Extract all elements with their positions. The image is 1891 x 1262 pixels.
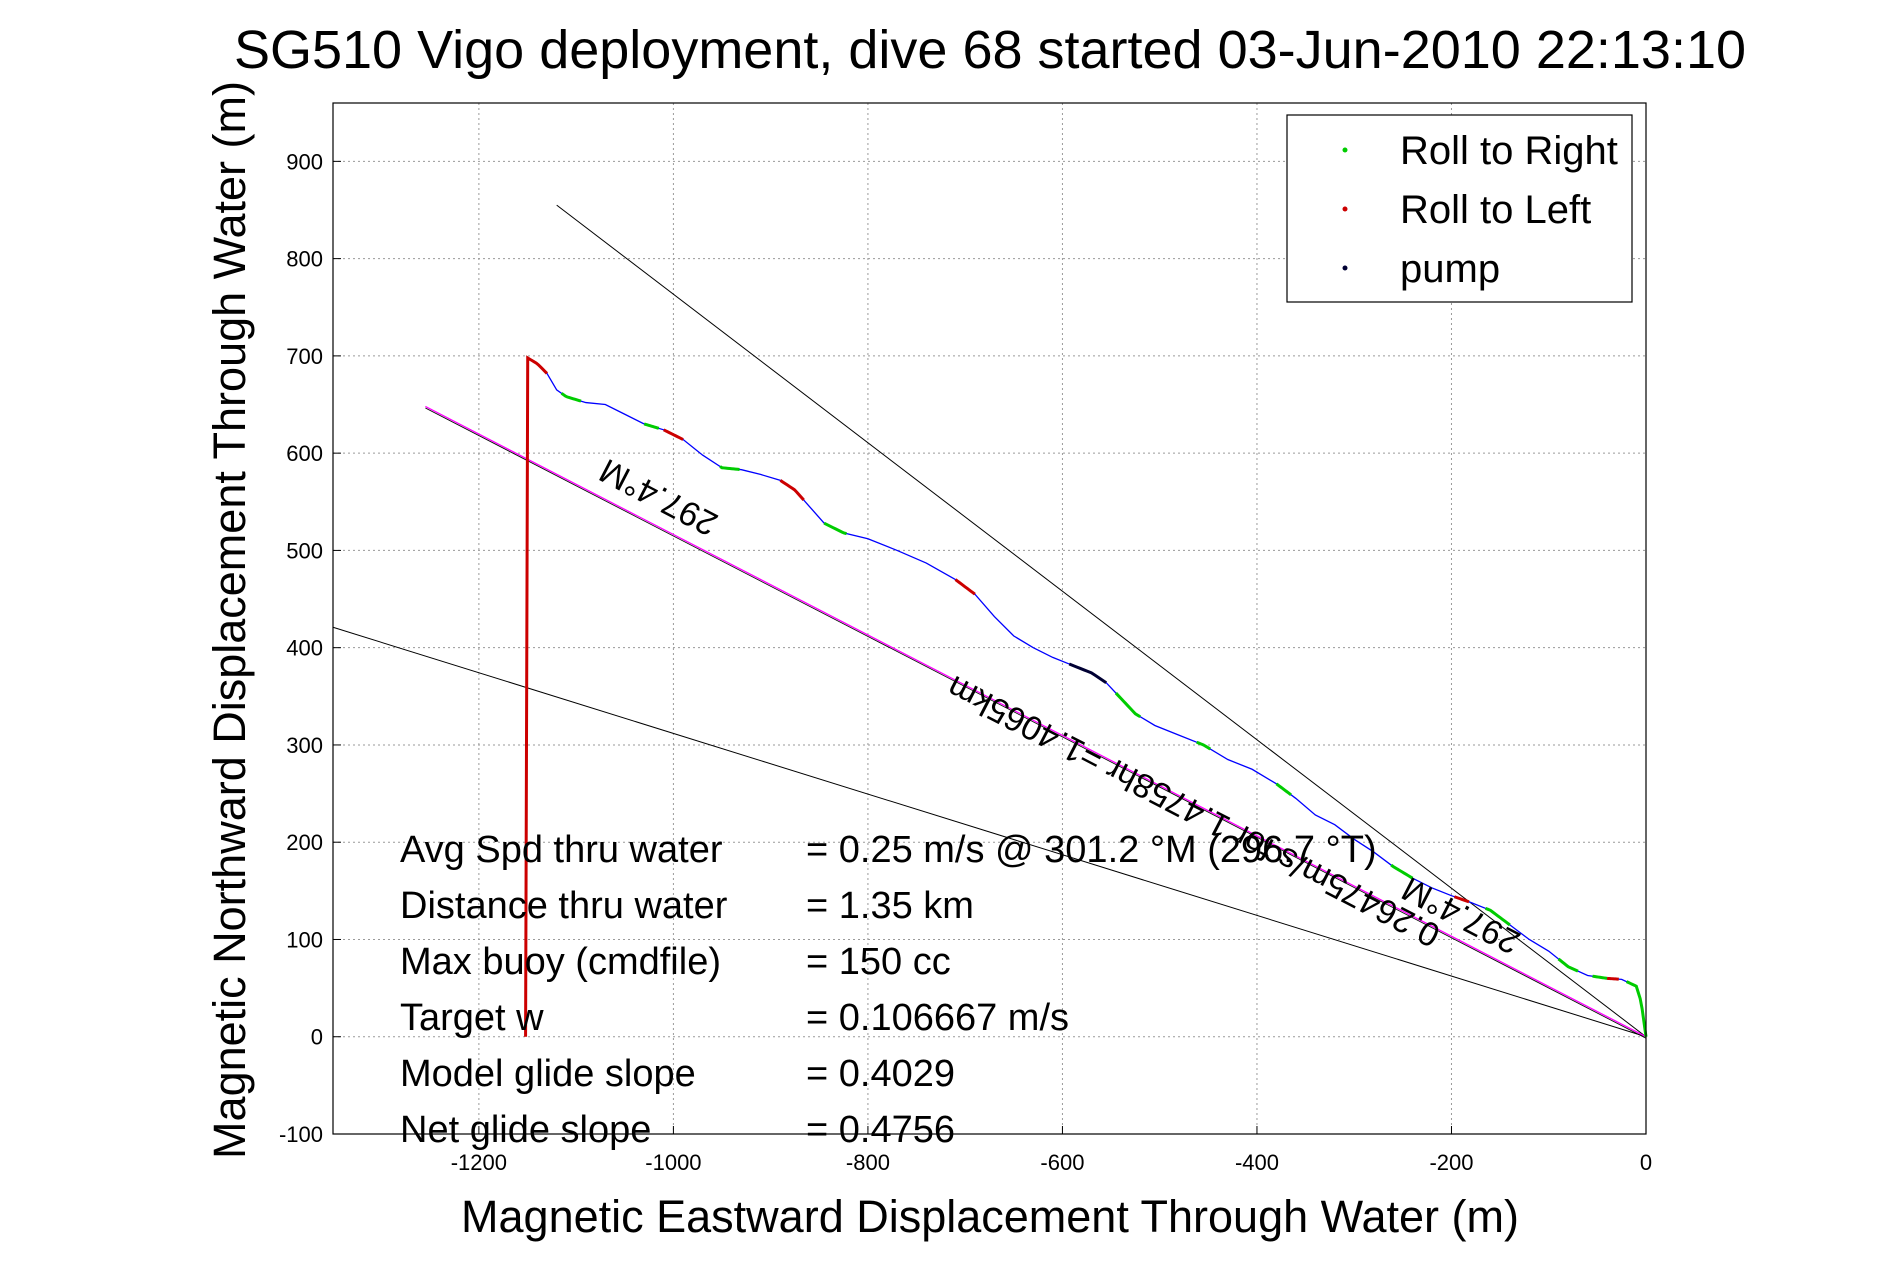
roll-left-segment bbox=[1453, 895, 1470, 904]
y-tick-labels: -100 0 100 200 300 400 500 600 700 800 900 bbox=[279, 149, 323, 1147]
reference-line bbox=[332, 626, 1647, 1038]
annotation-label: Avg Spd thru water bbox=[400, 829, 723, 871]
legend-label: Roll to Right bbox=[1400, 129, 1618, 173]
annotation-value: = 0.4756 bbox=[806, 1109, 955, 1151]
y-tick-label: 400 bbox=[286, 636, 323, 661]
y-tick-label: 500 bbox=[286, 538, 323, 563]
plot-frame bbox=[332, 102, 1647, 1135]
y-tick-label: 600 bbox=[286, 441, 323, 466]
roll-right-segment bbox=[560, 392, 582, 403]
reference-line bbox=[556, 204, 1647, 1038]
legend-label: Roll to Left bbox=[1400, 188, 1591, 232]
legend-marker bbox=[1342, 265, 1348, 271]
annotation-block: Avg Spd thru water = 0.25 m/s @ 301.2 °M … bbox=[400, 829, 1377, 1151]
heading-line-magenta bbox=[425, 405, 1647, 1038]
legend: Roll to Right Roll to Left pump bbox=[1286, 114, 1633, 303]
legend-marker bbox=[1342, 206, 1348, 212]
roll-right-segment bbox=[1390, 863, 1414, 880]
y-tick-label: 700 bbox=[286, 344, 323, 369]
roll-left-segment bbox=[954, 578, 976, 596]
annotation-value: = 150 cc bbox=[806, 941, 951, 983]
reference-lines bbox=[332, 204, 1647, 1038]
annotation-value: = 0.25 m/s @ 301.2 °M (296.7 °T) bbox=[806, 829, 1377, 871]
x-tick-label: -600 bbox=[1040, 1150, 1084, 1175]
roll-right-segment bbox=[1625, 980, 1648, 1037]
annotation-value: = 0.106667 m/s bbox=[806, 997, 1069, 1039]
x-axis-label: Magnetic Eastward Displacement Through W… bbox=[461, 1191, 1519, 1242]
roll-right-segment bbox=[1557, 957, 1579, 973]
annotation-value: = 0.4029 bbox=[806, 1053, 955, 1095]
roll-right-segment bbox=[823, 521, 847, 536]
roll-right-segment bbox=[719, 465, 740, 471]
roll-left-segment bbox=[779, 479, 805, 502]
annotation-label: Max buoy (cmdfile) bbox=[400, 941, 721, 983]
x-tick-label: -400 bbox=[1235, 1150, 1279, 1175]
x-tick-label: -800 bbox=[846, 1150, 890, 1175]
x-tick-label: 0 bbox=[1640, 1150, 1652, 1175]
y-tick-label: 100 bbox=[286, 927, 323, 952]
roll-left-segment bbox=[524, 355, 549, 1037]
y-tick-label: 0 bbox=[311, 1025, 323, 1050]
y-axis-label: Magnetic Northward Displacement Through … bbox=[204, 81, 255, 1159]
roll-right-segment bbox=[643, 422, 660, 430]
y-tick-label: 800 bbox=[286, 247, 323, 272]
roll-right-segment bbox=[1484, 906, 1511, 927]
legend-marker bbox=[1342, 147, 1348, 153]
heading-line bbox=[425, 405, 1647, 1039]
roll-right-segment bbox=[1275, 782, 1292, 796]
annotation-value: = 1.35 km bbox=[806, 885, 974, 927]
chart-title: SG510 Vigo deployment, dive 68 started 0… bbox=[234, 20, 1746, 80]
y-tick-label: 900 bbox=[286, 149, 323, 174]
roll-right-segment bbox=[1196, 740, 1212, 751]
x-tick-label: -1000 bbox=[645, 1150, 701, 1175]
rotated-label: 297.4°M bbox=[593, 451, 723, 543]
y-tick-label: -100 bbox=[279, 1122, 323, 1147]
pump-segment bbox=[1068, 662, 1108, 684]
x-tick-label: -1200 bbox=[451, 1150, 507, 1175]
annotation-label: Target w bbox=[400, 997, 544, 1039]
roll-right-segment bbox=[1114, 692, 1142, 719]
legend-label: pump bbox=[1400, 247, 1500, 291]
x-tick-labels: -1200 -1000 -800 -600 -400 -200 0 bbox=[451, 1150, 1652, 1175]
heading-line-black bbox=[425, 407, 1647, 1039]
y-tick-label: 200 bbox=[286, 830, 323, 855]
roll-left-segment bbox=[1606, 976, 1619, 981]
dive-track bbox=[524, 355, 1648, 1037]
x-tick-label: -200 bbox=[1429, 1150, 1473, 1175]
annotation-label: Model glide slope bbox=[400, 1053, 696, 1095]
roll-right-segment bbox=[1592, 974, 1608, 980]
y-tick-label: 300 bbox=[286, 733, 323, 758]
annotation-label: Distance thru water bbox=[400, 885, 728, 927]
roll-left-segment bbox=[663, 428, 684, 441]
rotated-label: 0.26475m/s for 1.4758hr =1.4065km bbox=[941, 668, 1446, 954]
annotation-label: Net glide slope bbox=[400, 1109, 651, 1151]
